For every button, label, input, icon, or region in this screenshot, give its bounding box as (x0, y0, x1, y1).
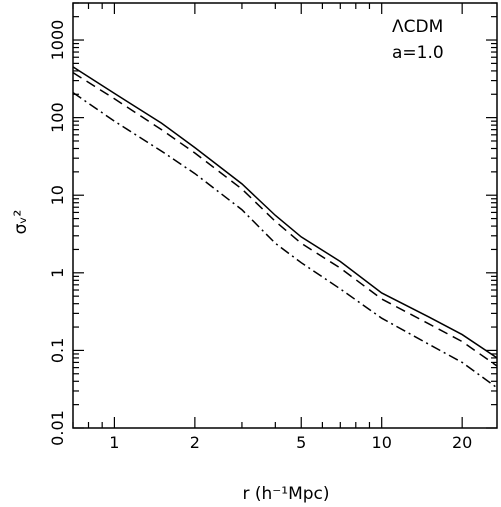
series-line-dashed (72, 71, 498, 367)
plot-frame (72, 2, 498, 429)
y-tick-label: 10 (48, 185, 67, 205)
y-axis-title: σᵥ² (11, 210, 31, 235)
y-tick-label: 0.1 (48, 338, 67, 363)
tick-labels: 1 2 5 10 20 0.01 0.1 1 10 100 1000 (48, 20, 472, 452)
y-tick-label: 100 (48, 102, 67, 133)
x-tick-label: 20 (452, 433, 472, 452)
x-tick-label: 1 (109, 433, 119, 452)
x-tick-label: 2 (190, 433, 200, 452)
annotation-model: ΛCDM (392, 17, 443, 37)
annotation-scale-factor: a=1.0 (392, 43, 444, 63)
y-tick-label: 0.01 (48, 410, 67, 446)
x-tick-label: 5 (296, 433, 306, 452)
series-line-solid (72, 66, 498, 359)
series-group (72, 66, 498, 389)
x-axis-title: r (h⁻¹Mpc) (242, 484, 329, 504)
x-tick-label: 10 (372, 433, 392, 452)
ticks (72, 2, 497, 429)
series-line-dash-dot (72, 92, 498, 389)
y-tick-label: 1 (48, 268, 67, 278)
y-tick-label: 1000 (48, 20, 67, 61)
